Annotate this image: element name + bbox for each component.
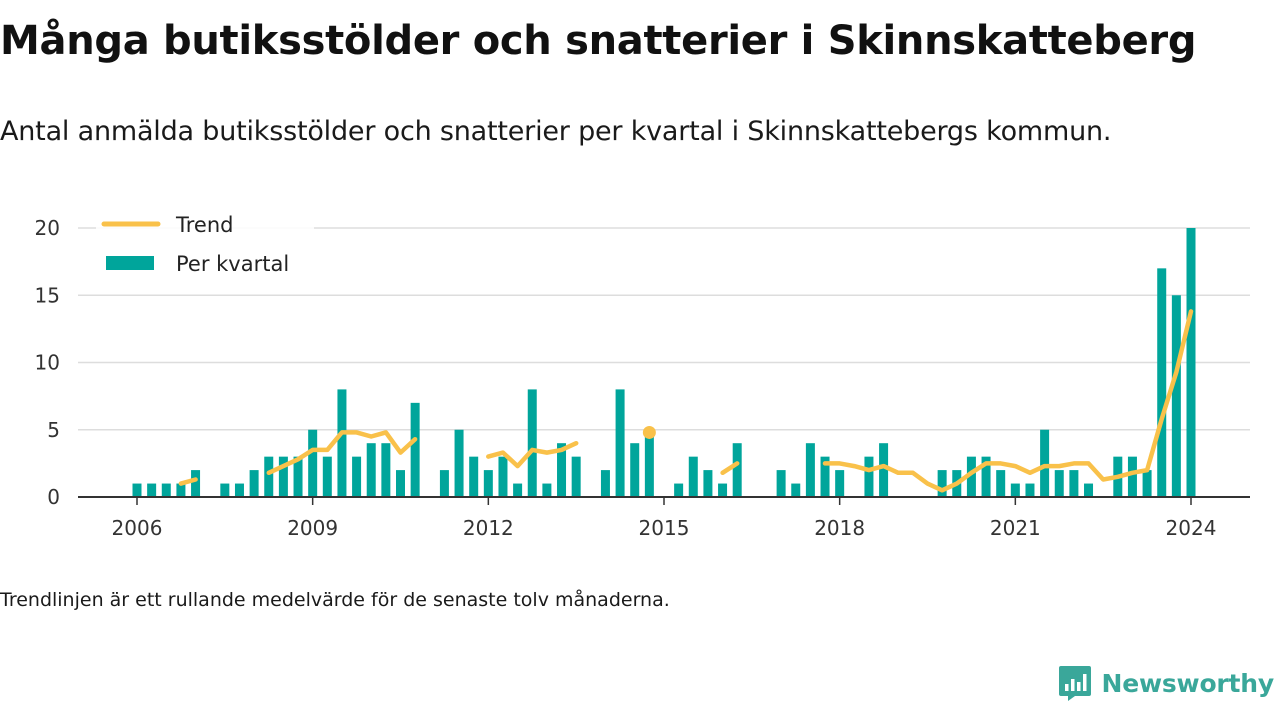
- newsworthy-logo-icon: [1058, 666, 1091, 701]
- bar: [732, 443, 742, 497]
- bar: [220, 483, 230, 497]
- bar: [176, 483, 186, 497]
- chart-title: Många butiksstölder och snatterier i Ski…: [0, 18, 1197, 64]
- bar: [630, 443, 640, 497]
- bar: [454, 429, 464, 497]
- legend-bars-label: Per kvartal: [176, 252, 289, 276]
- trend-line-segment: [486, 440, 579, 469]
- footnote: Trendlinjen är ett rullande medelvärde f…: [0, 589, 670, 611]
- trend-line-segment: [178, 477, 198, 486]
- trend-line-segment: [266, 430, 418, 476]
- legend-bars-swatch: [106, 256, 154, 270]
- trend-line-segment: [822, 309, 1194, 493]
- bar: [1040, 429, 1050, 497]
- bar: [674, 483, 684, 497]
- bar: [1084, 483, 1094, 497]
- legend: Trend Per kvartal: [96, 210, 314, 292]
- bar: [776, 470, 786, 497]
- bar: [483, 470, 493, 497]
- bar: [439, 470, 449, 497]
- bar: [805, 443, 815, 497]
- bar: [498, 456, 508, 497]
- bar: [381, 443, 391, 497]
- bar: [161, 483, 171, 497]
- bar: [1069, 470, 1079, 497]
- trend-layer: [178, 309, 1194, 493]
- bar: [718, 483, 728, 497]
- x-tick-label: 2021: [990, 516, 1041, 540]
- bar: [835, 470, 845, 497]
- x-tick-label: 2006: [112, 516, 163, 540]
- bar: [1171, 295, 1181, 497]
- bar: [688, 456, 698, 497]
- bar: [191, 470, 201, 497]
- bar: [600, 470, 610, 497]
- x-tick-label: 2018: [814, 516, 865, 540]
- y-tick-label: 15: [35, 283, 60, 307]
- bar: [966, 456, 976, 497]
- chart: 0 5 10 15 20 2006 2009 2012 2015 2018 2021 2024 Tr…: [35, 210, 1250, 540]
- bar: [1186, 228, 1196, 497]
- bar: [864, 456, 874, 497]
- bar: [1054, 470, 1064, 497]
- chart-subtitle: Antal anmälda butiksstölder och snatteri…: [0, 116, 1112, 147]
- brand-logo[interactable]: Newsworthy: [1058, 664, 1275, 702]
- trend-point: [642, 425, 656, 439]
- bars-layer: [132, 228, 1196, 497]
- bar: [981, 456, 991, 497]
- bar: [147, 483, 157, 497]
- brand-name: Newsworthy: [1101, 668, 1275, 698]
- y-tick-label: 10: [35, 351, 60, 375]
- bar: [396, 470, 405, 497]
- bar: [1157, 268, 1167, 497]
- bar: [278, 456, 288, 497]
- bar: [410, 402, 420, 497]
- x-tick-label: 2012: [463, 516, 514, 540]
- bar: [996, 470, 1006, 497]
- bar: [293, 456, 303, 497]
- bar: [615, 389, 625, 497]
- bar: [937, 470, 947, 497]
- bar: [527, 389, 537, 497]
- bar: [322, 456, 332, 497]
- bar: [352, 456, 362, 497]
- bar: [132, 483, 142, 497]
- x-tick-label: 2024: [1166, 516, 1217, 540]
- bar: [879, 443, 889, 497]
- y-tick-label: 20: [35, 216, 60, 240]
- bar: [820, 456, 830, 497]
- bar: [337, 389, 347, 497]
- bar: [571, 456, 581, 497]
- bar: [1142, 470, 1152, 497]
- y-tick-label: 0: [47, 485, 60, 509]
- legend-trend-label: Trend: [175, 213, 233, 237]
- trend-line-segment: [720, 461, 740, 476]
- bar: [264, 456, 274, 497]
- y-tick-label: 5: [47, 418, 60, 442]
- bar: [542, 483, 552, 497]
- x-tick-label: 2015: [639, 516, 690, 540]
- bar: [469, 456, 479, 497]
- x-tick-label: 2009: [287, 516, 338, 540]
- bar: [249, 470, 259, 497]
- bar: [703, 470, 713, 497]
- axis-layer: 2006 2009 2012 2015 2018 2021 2024: [78, 496, 1250, 540]
- bar: [513, 483, 523, 497]
- bar: [1010, 483, 1020, 497]
- bar: [366, 443, 376, 497]
- bar: [1127, 456, 1137, 497]
- bar: [557, 443, 567, 497]
- bar: [308, 429, 318, 497]
- bar: [644, 429, 654, 497]
- bar: [791, 483, 801, 497]
- bar: [234, 483, 244, 497]
- bar: [1025, 483, 1035, 497]
